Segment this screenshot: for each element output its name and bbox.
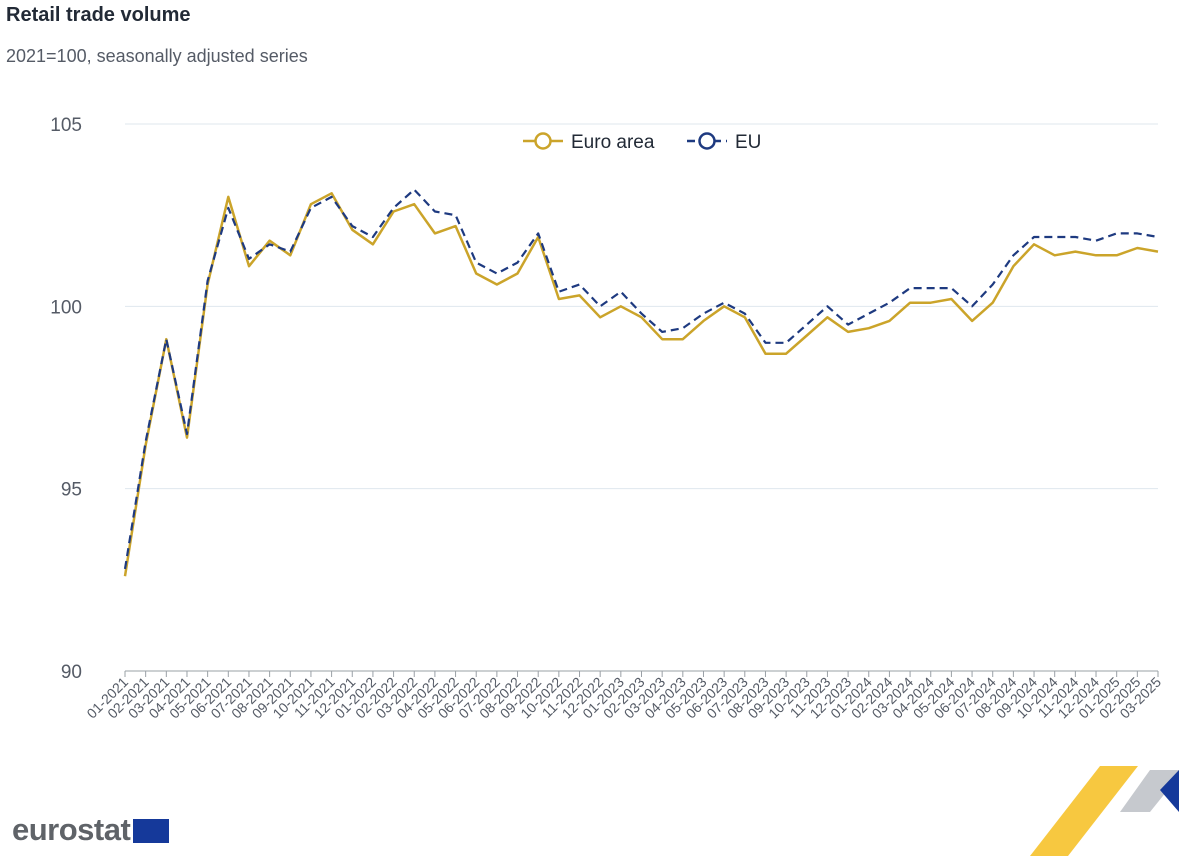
y-tick-label: 100 [50,297,82,318]
legend-marker [534,132,552,150]
y-tick-label: 90 [61,662,82,683]
legend-label: EU [735,132,761,153]
y-tick-label: 105 [50,115,82,136]
legend-marker [698,132,716,150]
chart-title: Retail trade volume [6,4,191,26]
series-line-eu [123,188,1159,570]
y-tick-label: 95 [61,480,82,501]
eu-flag-icon [133,819,170,843]
eurostat-logo: eurostat [12,812,170,848]
line-chart: 909510010501-202102-202103-202104-202105… [50,115,1164,721]
legend-label: Euro area [571,132,655,153]
chart-subtitle: 2021=100, seasonally adjusted series [6,46,308,66]
eurostat-logo-text: eurostat [12,812,131,847]
